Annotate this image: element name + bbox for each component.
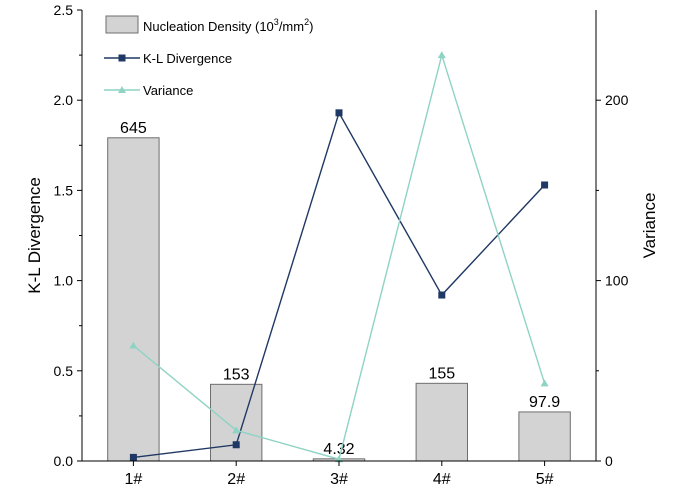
bar-value-label-2: 153 <box>223 366 250 383</box>
bar-value-label-5: 97.9 <box>529 394 560 411</box>
left-tick-label-1: 0.0 <box>54 453 74 469</box>
bar-2 <box>210 383 263 462</box>
bar-5 <box>518 411 571 462</box>
left-tick-label-3: 1.0 <box>54 273 74 289</box>
variance-point-4 <box>437 51 446 59</box>
kl-point-2 <box>232 441 240 449</box>
legend-label-kl: K-L Divergence <box>143 51 232 66</box>
variance-point-1 <box>129 341 138 349</box>
variance-point-3 <box>335 455 343 463</box>
kl-line <box>133 111 546 459</box>
right-tick-label-1: 0 <box>605 453 613 469</box>
left-tick-label-6: 2.5 <box>54 2 74 18</box>
left-tick-label-2: 0.5 <box>54 363 74 379</box>
kl-point-5 <box>541 181 549 189</box>
right-axis-title: Variance <box>640 193 659 259</box>
axes-layer: 0.0 0.5 1.0 1.5 2.0 2.5 0 100 200 1# 2# 3# 4# 5# K-L D… <box>25 2 659 488</box>
legend-label-nucleation-density: Nucleation Density (103/mm2) <box>143 17 313 34</box>
bar-value-label-1: 645 <box>120 120 147 137</box>
variance-point-5 <box>540 379 549 387</box>
legend-marker-kl <box>118 54 126 62</box>
x-tick-label-4: 4# <box>433 471 451 488</box>
kl-point-3 <box>335 109 343 117</box>
bar-1 <box>107 137 160 462</box>
x-tick-label-1: 1# <box>125 471 143 488</box>
bar-value-label-4: 155 <box>428 365 455 382</box>
variance-point-2 <box>232 426 241 434</box>
legend-swatch-nucleation-density <box>105 15 139 34</box>
bar-value-label-3: 4.32 <box>323 441 354 458</box>
legend: Nucleation Density (103/mm2) K-L Diverge… <box>104 15 313 98</box>
legend-marker-variance <box>118 86 126 93</box>
left-axis-title: K-L Divergence <box>25 177 44 294</box>
legend-name-part-3: /mm <box>279 19 304 34</box>
bars-layer: 645 153 4.32 155 97.9 <box>107 120 571 462</box>
legend-label-variance: Variance <box>143 83 193 98</box>
right-tick-label-2: 100 <box>605 273 629 289</box>
kl-point-1 <box>129 453 137 461</box>
left-tick-label-4: 1.5 <box>54 182 74 198</box>
left-tick-label-5: 2.0 <box>54 92 74 108</box>
x-tick-label-2: 2# <box>227 471 245 488</box>
x-tick-label-3: 3# <box>330 471 348 488</box>
x-tick-label-5: 5# <box>536 471 554 488</box>
legend-name-part-4: 2 <box>304 17 309 27</box>
right-tick-label-3: 200 <box>605 92 629 108</box>
bar-4 <box>415 382 469 462</box>
lines-layer <box>129 51 549 463</box>
legend-name-part-5: ) <box>309 19 313 34</box>
legend-name-part-1: Nucleation Density (10 <box>143 19 274 34</box>
legend-name-part-2: 3 <box>274 17 279 27</box>
kl-point-4 <box>438 291 446 299</box>
